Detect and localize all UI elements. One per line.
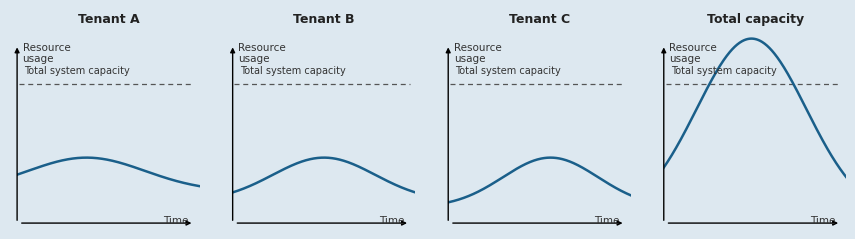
- Text: Resource
usage: Resource usage: [454, 43, 501, 64]
- Text: Resource
usage: Resource usage: [669, 43, 717, 64]
- Text: Total system capacity: Total system capacity: [240, 66, 345, 76]
- Text: Total system capacity: Total system capacity: [671, 66, 777, 76]
- Text: Total system capacity: Total system capacity: [25, 66, 130, 76]
- Title: Tenant C: Tenant C: [509, 13, 570, 26]
- Title: Total capacity: Total capacity: [706, 13, 804, 26]
- Text: Resource
usage: Resource usage: [22, 43, 70, 64]
- Title: Tenant B: Tenant B: [293, 13, 355, 26]
- Text: Total system capacity: Total system capacity: [456, 66, 561, 76]
- Text: Time: Time: [379, 216, 404, 226]
- Text: Time: Time: [811, 216, 835, 226]
- Text: Time: Time: [163, 216, 189, 226]
- Title: Tenant A: Tenant A: [78, 13, 139, 26]
- Text: Time: Time: [594, 216, 620, 226]
- Text: Resource
usage: Resource usage: [239, 43, 286, 64]
